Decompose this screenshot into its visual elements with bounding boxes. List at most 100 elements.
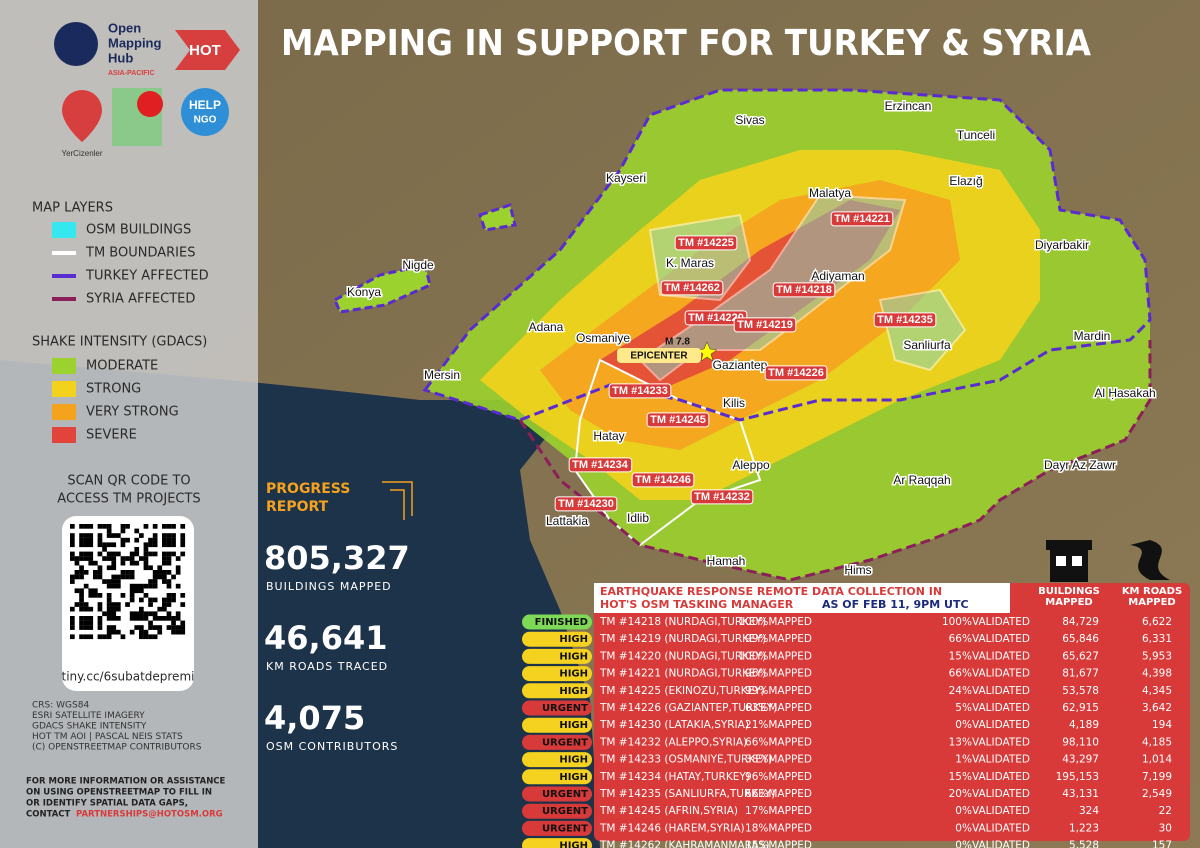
tm-label: TM #14218 [772, 282, 836, 298]
qr-url[interactable]: tiny.cc/6subatdepremi [62, 670, 195, 684]
qr-cell [129, 560, 135, 566]
qr-cell [83, 616, 89, 621]
place-label: Elazığ [949, 174, 982, 188]
qr-cell [79, 634, 84, 640]
tm-label-bg [830, 211, 894, 227]
qr-cell [166, 551, 172, 557]
qr-cell [152, 611, 158, 617]
tm-label: TM #14235 [873, 312, 937, 328]
contact-line: ON USING OPENSTREETMAP TO FILL IN [26, 788, 212, 798]
qr-section: SCAN QR CODE TO ACCESS TM PROJECTS tiny.… [57, 474, 201, 691]
place-label: Adiyaman [811, 269, 864, 283]
table-title: EARTHQUAKE RESPONSE REMOTE DATA COLLECTI… [600, 585, 942, 598]
tm-label-text: TM #14220 [688, 312, 744, 324]
qr-cell [93, 588, 98, 594]
qr-cell [120, 537, 126, 543]
column-header: KM ROADS [1122, 586, 1182, 597]
tm-label-text: TM #14219 [737, 319, 793, 331]
qr-cell [111, 616, 117, 621]
progress-title: PROGRESS [266, 481, 350, 497]
qr-cell [70, 537, 75, 543]
tm-label: TM #14245 [646, 412, 710, 428]
validated: 0%VALIDATED [955, 805, 1030, 817]
qr-cell [180, 629, 186, 635]
qr-cell [166, 583, 172, 589]
qr-cell [79, 556, 84, 561]
tm-label-bg [660, 280, 724, 296]
roads: 1,014 [1142, 754, 1172, 766]
stat-value: 4,075 [264, 699, 365, 737]
place-label: Nigde [402, 258, 434, 272]
tm-label: TM #14246 [631, 472, 695, 488]
qr-cell [79, 551, 84, 557]
progress-decor [382, 481, 413, 520]
mapped: 63%MAPPED [745, 702, 812, 714]
qr-cell [106, 583, 112, 589]
status-badge [522, 752, 592, 768]
tm-label-text: TM #14232 [694, 491, 750, 503]
place-label: Hamah [707, 554, 746, 568]
legend-title: MAP LAYERS [32, 201, 113, 216]
qr-cell [97, 620, 103, 626]
qr-cell [143, 556, 149, 561]
place-label: Hims [844, 563, 871, 577]
qr-cell [166, 597, 172, 603]
validated: 0%VALIDATED [955, 719, 1030, 731]
qr-cell [79, 620, 84, 626]
buildings: 53,578 [1062, 685, 1099, 697]
validated: 100%VALIDATED [942, 616, 1030, 628]
validated: 15%VALIDATED [949, 771, 1030, 783]
place-label: Kilis [723, 396, 745, 410]
place-label: Hatay [593, 429, 624, 443]
qr-cell [152, 634, 158, 640]
qr-cell [180, 524, 186, 529]
validated: 0%VALIDATED [955, 840, 1030, 848]
qr-cell [152, 583, 158, 589]
contact-email[interactable]: PARTNERSHIPS@HOTOSM.ORG [76, 810, 223, 820]
buildings: 62,915 [1062, 702, 1099, 714]
qr-cell [171, 620, 176, 626]
qr-cell [120, 524, 126, 529]
qr-cell [83, 620, 89, 626]
place-label: Diyarbakir [1035, 238, 1089, 252]
buildings: 84,729 [1062, 616, 1099, 628]
qr-caption: ACCESS TM PROJECTS [57, 492, 200, 507]
qr-cell [106, 616, 112, 621]
qr-cell [139, 583, 144, 589]
qr-cell [125, 556, 130, 561]
tm-label: TM #14221 [830, 211, 894, 227]
place-label: Konya [347, 285, 381, 299]
roads: 22 [1159, 805, 1172, 817]
place-label: Sivas [735, 113, 764, 127]
buildings: 43,297 [1062, 754, 1099, 766]
turkey-affected-boundary [422, 88, 1152, 422]
qr-cell [88, 560, 94, 566]
qr-cell [166, 524, 172, 529]
qr-cell [162, 602, 167, 607]
tm-label-text: TM #14226 [768, 367, 824, 379]
qr-cell [102, 634, 107, 640]
qr-cell [79, 524, 84, 529]
qr-cell [120, 634, 126, 640]
place-label: K. Maras [666, 256, 714, 270]
qr-cell [171, 537, 176, 543]
qr-cell [129, 574, 135, 580]
qr-cell [116, 551, 121, 557]
qr-cell [125, 602, 130, 607]
buildings: 1,223 [1069, 822, 1099, 834]
tm-label-bg [674, 235, 738, 251]
qr-cell [152, 574, 158, 580]
qr-cell [180, 533, 186, 538]
project: TM #14246 (HAREM,SYRIA) [599, 822, 745, 834]
qr-cell [162, 533, 167, 538]
validated: 15%VALIDATED [949, 650, 1030, 662]
qr-cell [125, 570, 130, 575]
status-badge [522, 769, 592, 785]
qr-cell [88, 533, 94, 538]
qr-cell [166, 602, 172, 607]
qr-cell [171, 533, 176, 538]
legend-label: TURKEY AFFECTED [85, 269, 209, 284]
map-labels: Sivas Erzincan Tunceli Kayseri Malatya Elazığ… [345, 98, 1157, 579]
qr-cell [93, 574, 98, 580]
status-label: URGENT [542, 737, 588, 748]
